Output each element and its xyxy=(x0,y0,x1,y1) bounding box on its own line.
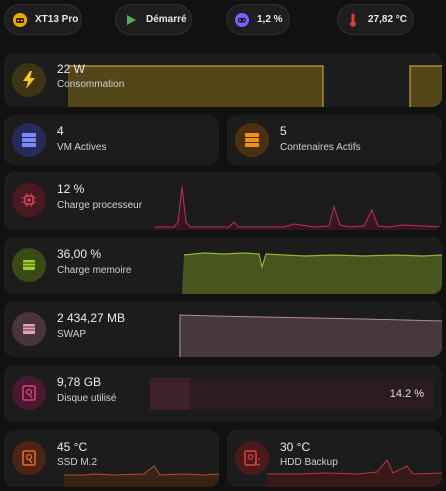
cpu-history-graph xyxy=(154,186,442,230)
card-memory[interactable]: 36,00 % Charge memoire xyxy=(4,237,442,294)
chip-device-label: XT13 Pro xyxy=(35,14,79,25)
chip-device[interactable]: XT13 Pro xyxy=(4,4,82,35)
chip-load-label: 1,2 % xyxy=(257,14,283,25)
vms-label: VM Actives xyxy=(57,142,107,153)
card-power[interactable]: 22 W Consommation xyxy=(4,53,442,107)
swap-badge xyxy=(12,312,46,346)
power-value: 22 W xyxy=(57,62,86,76)
disk-value: 9,78 GB xyxy=(57,375,102,389)
power-label: Consommation xyxy=(57,79,125,90)
hdd-temperature-graph xyxy=(267,459,442,487)
memory-badge xyxy=(12,248,46,282)
swap-label: SWAP xyxy=(57,329,87,340)
memory-value: 36,00 % xyxy=(57,247,102,261)
disk-usage-track xyxy=(150,378,434,410)
cpu-label: Charge processeur xyxy=(57,200,143,211)
chip-status[interactable]: Démarré xyxy=(115,4,192,35)
cpu-badge xyxy=(12,183,46,217)
hard-disk-icon xyxy=(22,385,36,401)
ssd-value: 45 °C xyxy=(57,440,88,454)
containers-badge xyxy=(235,123,269,157)
memory-history-graph xyxy=(182,252,442,294)
memory-icon xyxy=(23,260,35,270)
cpu-icon xyxy=(22,193,36,207)
chip-status-label: Démarré xyxy=(146,14,187,25)
disk-percent: 14.2 % xyxy=(389,388,424,400)
play-icon xyxy=(124,13,138,27)
server-icon xyxy=(22,133,36,147)
robot-icon xyxy=(13,12,27,27)
hard-disk-icon xyxy=(22,450,36,466)
power-badge xyxy=(12,63,46,97)
server-icon xyxy=(245,133,259,147)
memory-icon xyxy=(23,324,35,334)
hard-disk-sync-icon xyxy=(244,450,260,466)
ssd-temperature-graph xyxy=(64,465,219,487)
lightning-icon xyxy=(23,71,35,89)
ssd-badge xyxy=(12,441,46,475)
thermometer-icon xyxy=(346,13,360,27)
disk-usage-fill xyxy=(150,378,191,410)
card-ssd[interactable]: 45 °C SSD M.2 xyxy=(4,430,219,487)
hdd-value: 30 °C xyxy=(280,440,311,454)
containers-label: Contenaires Actifs xyxy=(280,142,361,153)
gamepad-icon xyxy=(235,12,249,27)
disk-badge xyxy=(12,376,46,410)
memory-label: Charge memoire xyxy=(57,265,132,276)
vms-value: 4 xyxy=(57,124,64,138)
chip-temperature-label: 27,82 °C xyxy=(368,14,408,25)
swap-history-graph xyxy=(179,314,442,357)
chip-temperature[interactable]: 27,82 °C xyxy=(337,4,414,35)
card-cpu[interactable]: 12 % Charge processeur xyxy=(4,172,442,230)
card-hdd[interactable]: 30 °C HDD Backup xyxy=(227,430,442,487)
cpu-value: 12 % xyxy=(57,182,85,196)
hdd-badge xyxy=(235,441,269,475)
swap-value: 2 434,27 MB xyxy=(57,311,126,325)
chip-load[interactable]: 1,2 % xyxy=(226,4,290,35)
card-vms[interactable]: 4 VM Actives xyxy=(4,115,219,165)
vms-badge xyxy=(12,123,46,157)
ssd-label: SSD M.2 xyxy=(57,457,98,468)
containers-value: 5 xyxy=(280,124,287,138)
card-disk[interactable]: 9,78 GB Disque utilisé 14.2 % xyxy=(4,365,442,422)
hdd-label: HDD Backup xyxy=(280,457,338,468)
card-swap[interactable]: 2 434,27 MB SWAP xyxy=(4,301,442,357)
disk-label: Disque utilisé xyxy=(57,393,117,404)
card-containers[interactable]: 5 Contenaires Actifs xyxy=(227,115,442,165)
power-history-graph xyxy=(68,65,442,107)
